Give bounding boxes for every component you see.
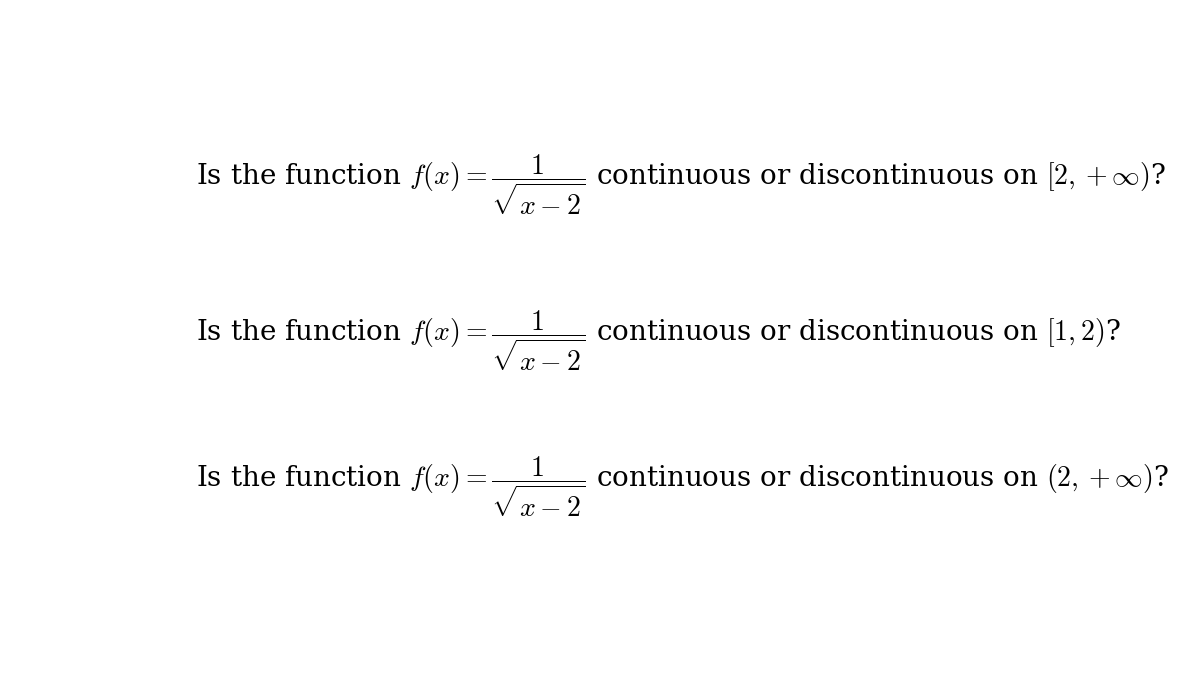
Text: Is the function $f(x) = \dfrac{1}{\sqrt{x-2}}$ continuous or discontinuous on $[: Is the function $f(x) = \dfrac{1}{\sqrt{…	[197, 308, 1121, 373]
Text: Is the function $f(x) = \dfrac{1}{\sqrt{x-2}}$ continuous or discontinuous on $[: Is the function $f(x) = \dfrac{1}{\sqrt{…	[197, 153, 1166, 217]
Text: Is the function $f(x) = \dfrac{1}{\sqrt{x-2}}$ continuous or discontinuous on $(: Is the function $f(x) = \dfrac{1}{\sqrt{…	[197, 454, 1169, 518]
